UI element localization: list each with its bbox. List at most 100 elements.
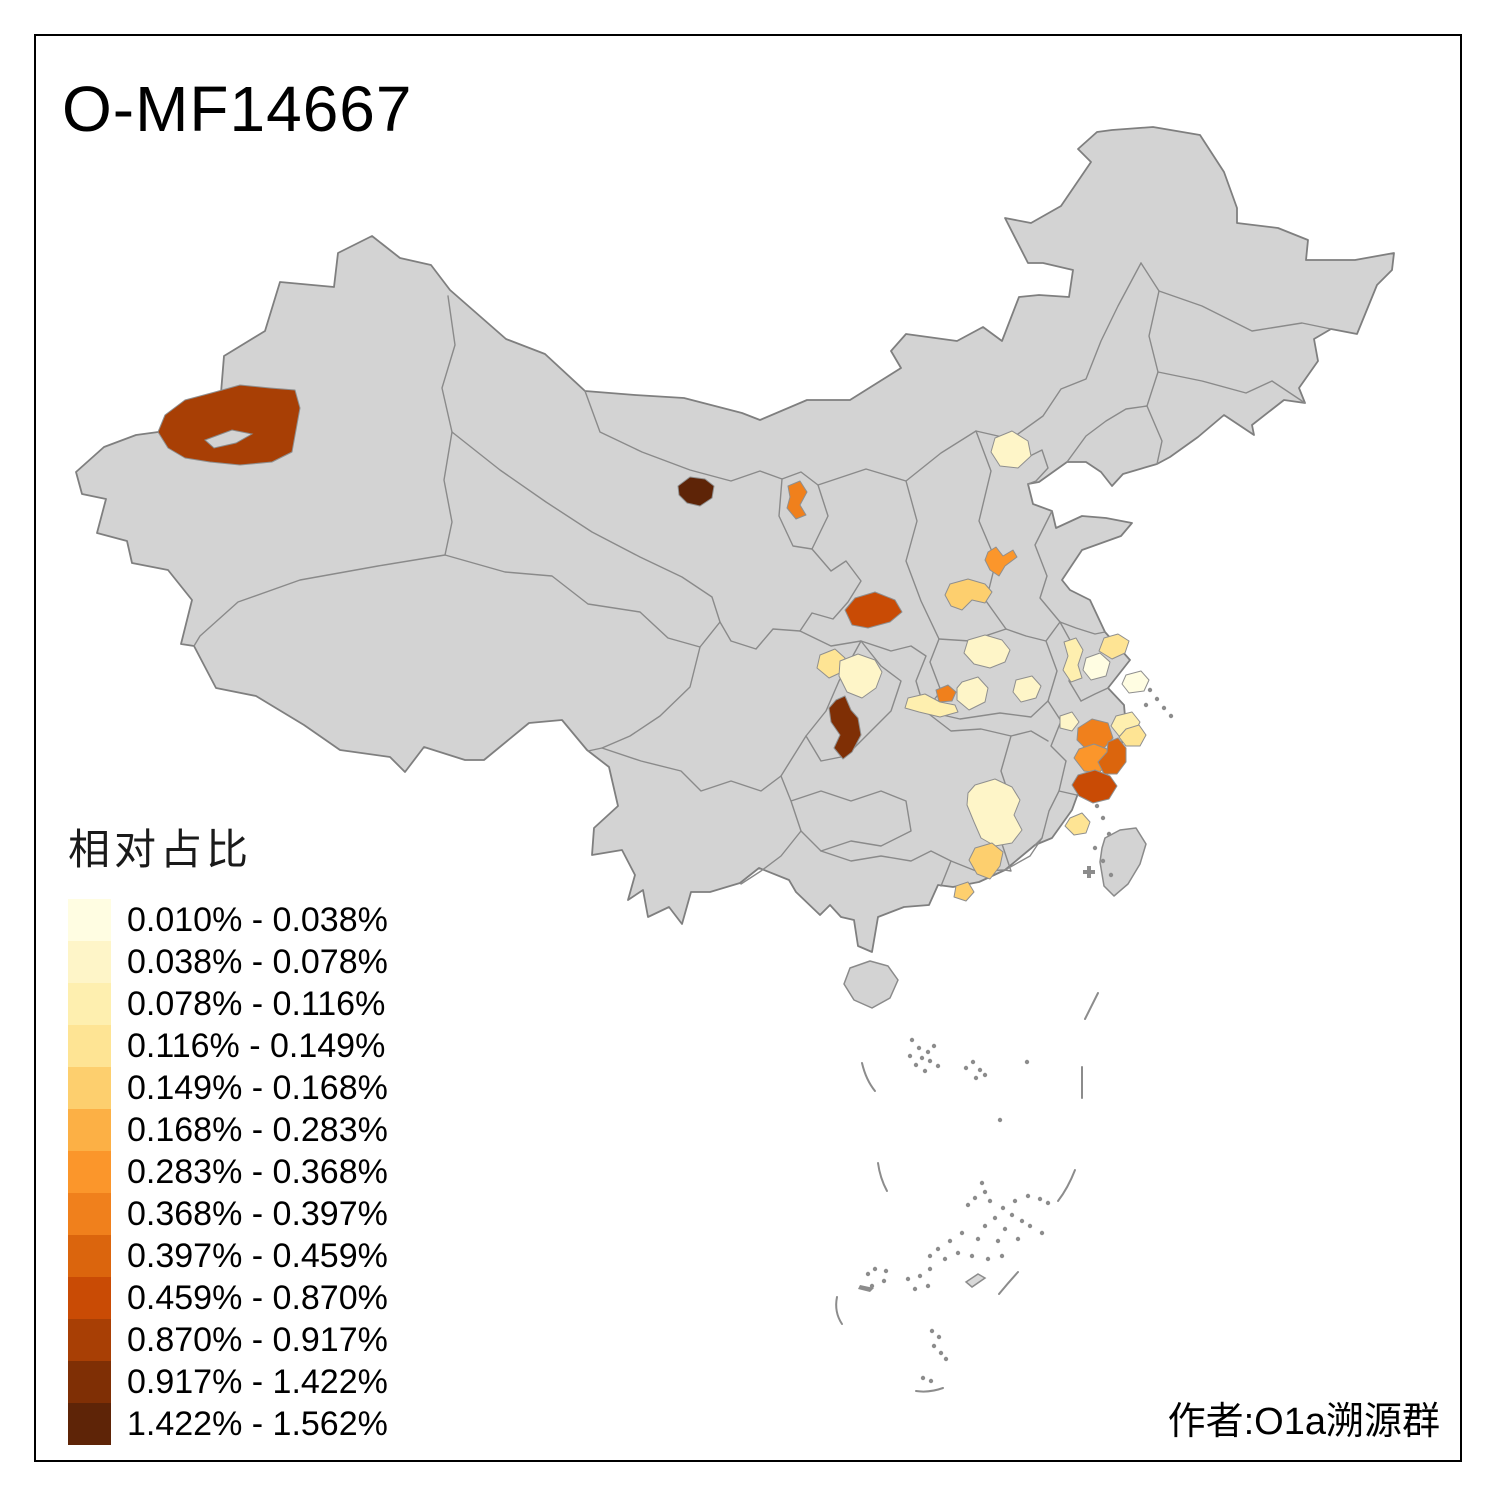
island-speck <box>982 1072 988 1078</box>
island-speck <box>1154 696 1160 702</box>
region-jiangxi-jian <box>966 778 1023 847</box>
region-fujian-northeast <box>1064 812 1091 836</box>
island-speck <box>979 1180 985 1186</box>
island-speck <box>931 1043 937 1049</box>
island-speck <box>1106 831 1112 837</box>
island-speck <box>959 1230 965 1236</box>
region-guangdong-qingyuan <box>953 881 975 902</box>
choropleth-regions <box>157 384 1150 902</box>
island-speck <box>922 1068 928 1074</box>
region-anhui-east <box>1062 637 1084 683</box>
island-speck <box>972 1195 978 1201</box>
island-speck <box>1025 1193 1031 1199</box>
legend-item: 0.078% - 0.116% <box>68 983 388 1025</box>
island-speck <box>1092 845 1098 851</box>
aksu-enclave <box>204 429 254 449</box>
legend-label: 0.149% - 0.168% <box>127 1069 388 1107</box>
legend-swatch <box>68 1277 111 1319</box>
island-speck <box>1108 872 1114 878</box>
region-jiangsu-mid <box>1082 652 1111 681</box>
legend-item: 0.168% - 0.283% <box>68 1109 388 1151</box>
legend-swatch <box>68 1067 111 1109</box>
province-borders <box>193 262 1332 887</box>
legend-swatch <box>68 1151 111 1193</box>
legend-item: 0.397% - 0.459% <box>68 1235 388 1277</box>
island-speck <box>1012 1198 1018 1204</box>
island-speck <box>1039 1230 1045 1236</box>
region-beijing <box>990 430 1032 469</box>
region-hubei-enshi <box>828 695 862 760</box>
region-xinjiang-aksu <box>157 384 301 466</box>
island-speck <box>925 1283 931 1289</box>
legend-swatch <box>68 983 111 1025</box>
island-speck <box>1143 702 1149 708</box>
region-sichuan-northeast-b <box>838 653 883 699</box>
island-speck <box>955 1250 961 1256</box>
legend-item: 0.368% - 0.397% <box>68 1193 388 1235</box>
island-speck <box>907 1053 913 1059</box>
legend-swatch <box>68 899 111 941</box>
small-island-specks <box>865 687 1174 1384</box>
island-speck <box>1045 1200 1051 1206</box>
island-speck <box>913 1062 919 1068</box>
legend-item: 0.149% - 0.168% <box>68 1067 388 1109</box>
region-shanghai <box>1121 670 1150 694</box>
legend-swatch <box>68 1193 111 1235</box>
island-speck <box>919 1055 925 1061</box>
island-speck <box>1024 1059 1030 1065</box>
legend-item: 0.283% - 0.368% <box>68 1151 388 1193</box>
island-speck <box>929 1328 935 1334</box>
island-speck <box>872 1266 878 1272</box>
island-speck <box>1161 705 1167 711</box>
region-zhejiang-taizhou <box>1097 737 1127 775</box>
legend-label: 0.459% - 0.870% <box>127 1279 388 1317</box>
region-zhejiang-ningbo <box>1118 724 1147 747</box>
legend-items: 0.010% - 0.038% 0.038% - 0.078% 0.078% - 0… <box>68 899 388 1445</box>
attribution: 作者:O1a溯源群 <box>1167 1401 1440 1443</box>
pescadores-cross-islet <box>1083 866 1095 878</box>
legend-label: 0.010% - 0.038% <box>127 901 388 939</box>
region-ningxia <box>786 480 808 520</box>
region-hubei-west <box>904 693 959 718</box>
legend-item: 1.422% - 1.562% <box>68 1403 388 1445</box>
island-speck <box>969 1253 975 1259</box>
legend-item: 0.917% - 1.422% <box>68 1361 388 1403</box>
island-speck <box>928 1378 934 1384</box>
island-speck <box>943 1356 949 1362</box>
china-mainland-outline <box>75 126 1395 953</box>
island-speck <box>947 1238 953 1244</box>
island-speck <box>999 1253 1005 1259</box>
legend-label: 0.870% - 0.917% <box>127 1321 388 1359</box>
legend-item: 0.116% - 0.149% <box>68 1025 388 1067</box>
island-speck <box>927 1058 933 1064</box>
plot-border <box>34 34 1462 1462</box>
legend-title: 相对占比 <box>68 826 253 873</box>
region-guangdong-shaoguan <box>968 842 1004 880</box>
island-speck <box>869 1283 875 1289</box>
region-jiangsu-south <box>1098 633 1130 660</box>
legend-item: 0.010% - 0.038% <box>68 899 388 941</box>
island-speck <box>1009 1212 1015 1218</box>
island-speck <box>931 1343 937 1349</box>
island-speck <box>1094 803 1100 809</box>
island-speck <box>883 1268 889 1274</box>
mainland <box>75 126 1395 953</box>
island-speck <box>982 1189 988 1195</box>
legend-label: 0.283% - 0.368% <box>127 1153 388 1191</box>
region-shaanxi-hanzhong <box>844 591 903 629</box>
island-speck <box>925 1049 931 1055</box>
legend-label: 0.116% - 0.149% <box>127 1027 386 1065</box>
legend-label: 0.038% - 0.078% <box>127 943 388 981</box>
islands <box>843 687 1174 1384</box>
region-henan-west <box>963 634 1011 669</box>
legend-label: 0.917% - 1.422% <box>127 1363 388 1401</box>
island-speck <box>985 1256 991 1262</box>
island-speck <box>1037 1196 1043 1202</box>
island-speck <box>1147 687 1153 693</box>
island-speck <box>997 1117 1003 1123</box>
island-speck <box>936 1334 942 1340</box>
island-speck <box>1002 1226 1008 1232</box>
legend-swatch <box>68 1403 111 1445</box>
